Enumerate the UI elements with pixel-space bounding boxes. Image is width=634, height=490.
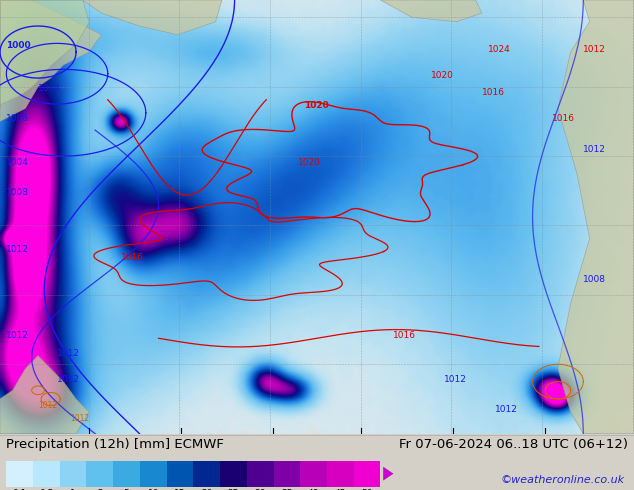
- Text: 50: 50: [361, 489, 373, 490]
- Text: 1012: 1012: [583, 45, 606, 54]
- Text: 1012: 1012: [70, 414, 89, 423]
- Text: 1012: 1012: [583, 145, 606, 154]
- Text: 0.5: 0.5: [39, 489, 54, 490]
- Text: 45: 45: [335, 489, 346, 490]
- Text: 1024: 1024: [488, 45, 511, 54]
- Text: Precipitation (12h) [mm] ECMWF: Precipitation (12h) [mm] ECMWF: [6, 438, 224, 451]
- Text: 1008: 1008: [6, 115, 29, 123]
- Text: 1004: 1004: [38, 84, 61, 93]
- Text: 1020: 1020: [431, 71, 454, 80]
- Text: 1012: 1012: [444, 375, 467, 384]
- Text: 1016: 1016: [120, 253, 143, 262]
- Text: 0.1: 0.1: [13, 489, 27, 490]
- Text: 1016: 1016: [552, 115, 574, 123]
- Text: 10: 10: [148, 489, 159, 490]
- Bar: [301, 461, 327, 487]
- Text: 25: 25: [228, 489, 239, 490]
- Bar: [220, 461, 247, 487]
- Bar: [33, 461, 60, 487]
- Text: 35: 35: [281, 489, 293, 490]
- Bar: [354, 461, 380, 487]
- Text: 1004: 1004: [6, 158, 29, 167]
- Text: 20: 20: [201, 489, 212, 490]
- Text: 40: 40: [308, 489, 320, 490]
- Text: 1016: 1016: [393, 331, 416, 340]
- Bar: [167, 461, 193, 487]
- Text: 5: 5: [124, 489, 129, 490]
- Bar: [273, 461, 301, 487]
- Bar: [327, 461, 354, 487]
- Text: 1: 1: [70, 489, 76, 490]
- Bar: [60, 461, 86, 487]
- Bar: [140, 461, 167, 487]
- Text: 1012: 1012: [57, 375, 80, 384]
- Bar: [247, 461, 273, 487]
- Bar: [86, 461, 113, 487]
- Text: 1012: 1012: [6, 331, 29, 340]
- Text: 30: 30: [254, 489, 266, 490]
- Text: 1012: 1012: [495, 405, 517, 414]
- Text: 1008: 1008: [6, 188, 29, 197]
- Text: Fr 07-06-2024 06..18 UTC (06+12): Fr 07-06-2024 06..18 UTC (06+12): [399, 438, 628, 451]
- Text: 2: 2: [97, 489, 103, 490]
- Text: 1000: 1000: [6, 41, 31, 49]
- Text: 1012: 1012: [38, 401, 57, 410]
- Text: 1020: 1020: [304, 101, 329, 110]
- Text: 1020: 1020: [298, 158, 321, 167]
- Text: ©weatheronline.co.uk: ©weatheronline.co.uk: [500, 475, 624, 486]
- Bar: [6, 461, 33, 487]
- Text: 1012: 1012: [57, 348, 80, 358]
- Bar: [113, 461, 140, 487]
- Text: 15: 15: [174, 489, 186, 490]
- Text: 1012: 1012: [6, 245, 29, 253]
- Text: 1016: 1016: [482, 88, 505, 98]
- Bar: [193, 461, 220, 487]
- Text: 1008: 1008: [583, 275, 606, 284]
